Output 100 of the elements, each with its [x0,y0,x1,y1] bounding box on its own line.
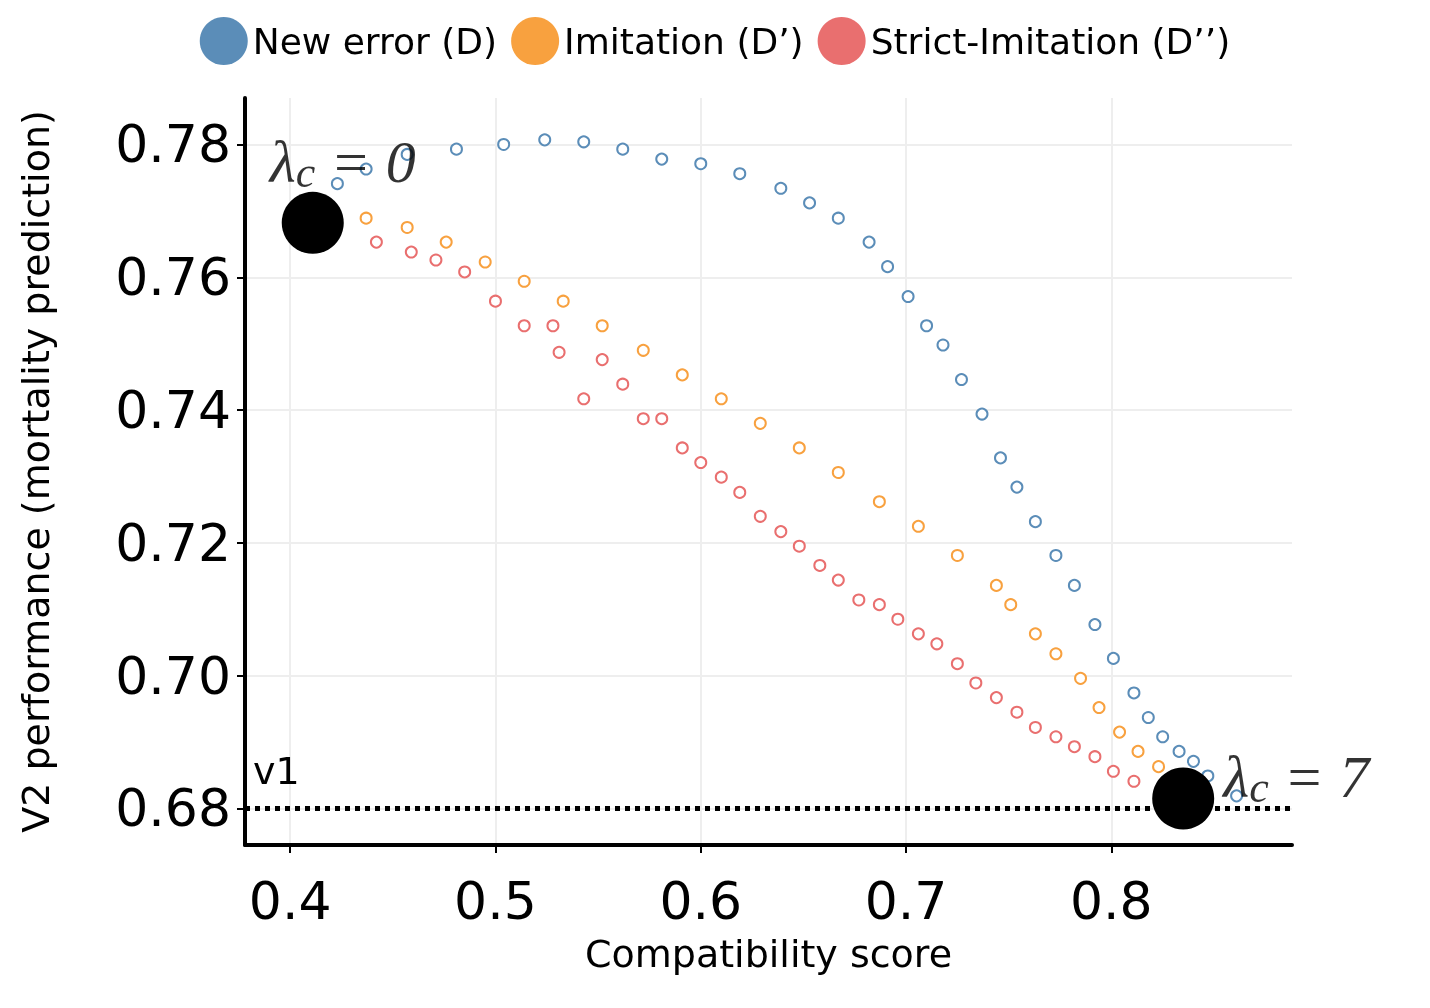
point [1028,627,1042,641]
point [449,142,463,156]
point [975,407,989,421]
point [636,343,650,357]
point [1010,480,1024,494]
point [950,657,964,671]
legend-label: Imitation (D’) [564,20,804,62]
point [1156,730,1170,744]
point [556,294,570,308]
x-tick-label: 0.4 [248,871,332,931]
point [655,152,669,166]
point [1088,750,1102,764]
point [1067,740,1081,754]
point [488,294,502,308]
point [1172,744,1186,758]
point [936,338,950,352]
point [1141,711,1155,725]
point [1152,760,1166,774]
point [969,676,983,690]
point [577,392,591,406]
point [920,319,934,333]
point [1152,767,1215,830]
point [517,274,531,288]
point [694,157,708,171]
point [1106,764,1120,778]
point [1049,549,1063,562]
y-tick-label: 0.72 [115,512,231,573]
point [881,260,895,274]
point [911,519,925,533]
point [1088,618,1102,632]
point [546,319,560,333]
point [1106,651,1120,665]
point [813,558,827,572]
point [993,451,1007,465]
point [831,466,845,479]
legend-label: New error (D) [252,20,498,62]
point [616,377,630,391]
point [1074,671,1088,685]
point [792,441,806,455]
point [989,691,1003,705]
point [694,456,708,470]
point [733,167,747,181]
point [1049,647,1063,661]
point [803,196,817,210]
point [552,345,566,359]
point [616,142,630,156]
point [1049,730,1063,744]
point [954,373,968,387]
point [1067,578,1081,592]
point [675,441,689,455]
point [753,416,767,430]
point [636,412,650,426]
point [774,181,788,195]
point [753,509,767,523]
point [1127,686,1141,700]
point [281,191,344,254]
point [831,211,845,225]
point [930,637,944,651]
point [1131,744,1145,758]
point [478,255,492,269]
point [497,137,511,151]
annotation: λc = 7 [1221,743,1373,813]
point [538,133,552,147]
point [330,177,344,191]
y-tick-label: 0.74 [115,380,231,441]
legend-label: Strict-Imitation (D’’) [870,20,1231,62]
point [429,253,443,267]
point [891,612,905,626]
point [831,573,845,587]
y-tick-label: 0.78 [115,114,231,175]
point [901,290,915,304]
point [989,578,1003,592]
point [1028,720,1042,734]
x-tick-label: 0.6 [659,871,743,931]
point [577,135,591,149]
point [852,593,866,607]
point [439,235,453,249]
point [404,245,418,259]
x-tick-label: 0.7 [864,871,948,931]
point [774,525,788,539]
y-axis-title: V2 performance (mortality prediction) [14,110,58,833]
point [862,235,876,249]
point [359,211,373,225]
point [714,470,728,484]
point [369,235,383,249]
annotation: λc = 0 [267,128,416,198]
point [1010,705,1024,719]
y-tick-label: 0.76 [115,247,231,308]
x-axis-title: Compatibility score [584,932,953,976]
ref-line-label: v1 [253,749,300,794]
x-tick-label: 0.8 [1069,871,1153,931]
point [1186,754,1200,768]
point [733,485,747,499]
y-tick-label: 0.68 [115,778,231,839]
point [655,412,669,426]
point [911,627,925,641]
point [458,265,472,279]
point [675,368,689,382]
point [792,539,806,553]
point [950,549,964,562]
